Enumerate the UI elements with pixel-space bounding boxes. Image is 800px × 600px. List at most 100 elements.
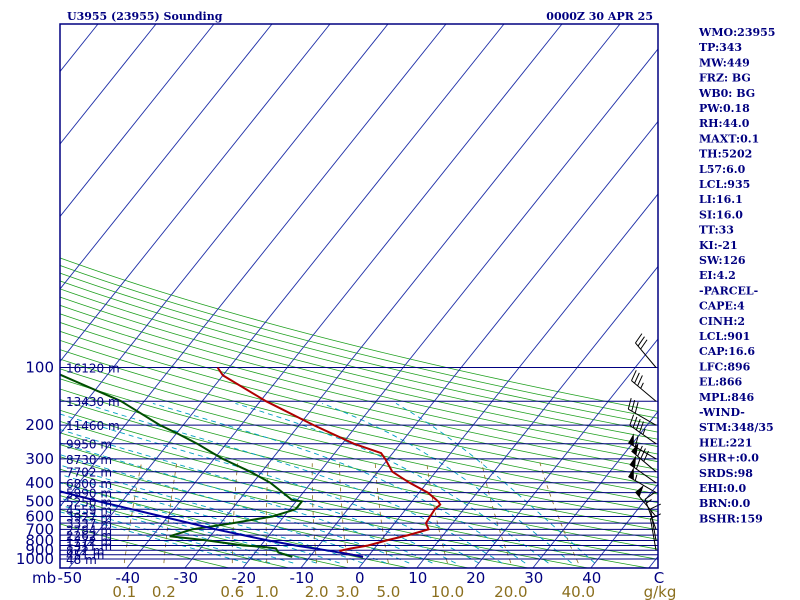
dry-adiabat <box>60 272 658 426</box>
index-entry: L57:6.0 <box>699 163 746 176</box>
mixing-ratio-line <box>231 461 239 564</box>
pressure-tick-label: 900 <box>25 541 54 559</box>
dewpoint-profile <box>60 373 304 558</box>
dry-adiabat <box>60 358 658 504</box>
index-entry: MW:449 <box>699 56 750 69</box>
dry-adiabat <box>60 313 658 463</box>
index-entry: FRZ: BG <box>699 72 751 85</box>
barb-pennant <box>628 433 634 447</box>
barb-flag <box>637 375 643 387</box>
barb-staff <box>631 380 657 402</box>
height-label: 9950 m <box>66 438 112 452</box>
isotherm <box>60 24 447 508</box>
index-entry: PW:0.18 <box>699 102 750 115</box>
isotherm <box>60 24 331 363</box>
mixing-ratio-lines <box>123 461 579 564</box>
barb-flag <box>631 370 637 381</box>
barb-flag <box>629 414 635 426</box>
barb-pennant <box>631 442 639 456</box>
mixing-ratio-line <box>123 461 143 564</box>
pressure-unit-label: mb <box>32 569 56 587</box>
barb-flag <box>634 372 640 384</box>
barb-flag <box>637 445 643 457</box>
dry-adiabat <box>60 409 658 550</box>
barb-flag <box>632 416 638 428</box>
wind-barb <box>631 442 657 473</box>
height-label: 451 m <box>66 549 104 563</box>
mixing-ratio-line <box>311 461 317 564</box>
dry-adiabat <box>60 304 658 455</box>
height-label: 16120 m <box>66 362 120 376</box>
barb-staff <box>649 508 657 541</box>
index-entry: CAPE:4 <box>699 300 745 313</box>
barb-flag <box>627 397 632 410</box>
isotherm <box>68 24 505 568</box>
pressure-tick-label: 1000 <box>16 550 54 568</box>
dry-adiabat <box>60 296 658 447</box>
wind-barb <box>631 370 657 402</box>
mixing-ratio-label: 0.2 <box>152 583 176 600</box>
barb-pennant <box>628 467 634 480</box>
index-entry: -PARCEL- <box>699 284 758 297</box>
height-label: 5990 m <box>66 487 112 501</box>
mixing-ratio-label: 40.0 <box>562 583 595 600</box>
height-label: 2262 m <box>66 529 112 543</box>
barb-pennant <box>629 455 637 469</box>
isotherm <box>300 120 658 568</box>
dry-adiabat <box>60 468 469 568</box>
background-grid <box>60 24 658 568</box>
barb-flag <box>643 450 649 462</box>
barb-flag <box>650 503 661 510</box>
barb-half-flag <box>634 474 638 481</box>
index-entry: KI:-21 <box>699 239 738 252</box>
parcel-profile <box>60 490 364 558</box>
temperature-tick-label: 10 <box>408 569 427 587</box>
index-entry: WB0: BG <box>698 87 755 100</box>
wind-barb <box>628 433 657 460</box>
height-label: 5250 m <box>66 495 112 509</box>
temperature-tick-label: 30 <box>524 569 543 587</box>
mixing-ratio-label: 20.0 <box>494 583 527 600</box>
dry-adiabat <box>60 432 648 568</box>
pressure-tick-label: 100 <box>25 359 54 377</box>
wind-barb <box>627 397 657 426</box>
mixing-ratio-label: 10.0 <box>431 583 464 600</box>
barb-flag <box>635 419 641 431</box>
dry-adiabat <box>60 420 658 560</box>
height-label: 1311 m <box>66 539 112 553</box>
index-entry: TP:343 <box>699 41 742 54</box>
temperature-tick-label: -20 <box>232 569 257 587</box>
index-entry: STM:348/35 <box>699 421 774 434</box>
mixing-ratio-line <box>426 461 448 564</box>
mixing-ratio-line <box>539 461 579 564</box>
barb-flag <box>637 336 645 347</box>
temperature-tick-label: -10 <box>290 569 315 587</box>
pressure-tick-label: 200 <box>25 416 54 434</box>
mixing-ratio-line <box>163 461 178 564</box>
index-entry: TT:33 <box>699 224 734 237</box>
data-series <box>60 366 442 558</box>
barb-half-flag <box>640 382 644 389</box>
wind-barb <box>635 333 657 368</box>
height-label: 1772 m <box>66 534 112 548</box>
temperature-unit-label: C <box>654 569 664 587</box>
isotherm <box>60 24 215 218</box>
barb-staff <box>629 464 657 484</box>
isotherm <box>416 265 658 568</box>
temperature-tick-label: -30 <box>174 569 199 587</box>
mixing-ratio-line <box>265 461 269 564</box>
dry-adiabat <box>60 349 658 495</box>
index-entry: TH:5202 <box>699 148 752 161</box>
dry-adiabat <box>60 280 658 433</box>
mixing-ratio-line <box>481 461 512 564</box>
isotherm <box>60 24 389 435</box>
plot-frame <box>59 23 659 569</box>
dry-adiabat <box>60 456 529 568</box>
height-label: 7702 m <box>66 466 112 480</box>
pressure-tick-label: 800 <box>25 531 54 549</box>
index-entry: SRDS:98 <box>699 467 753 480</box>
barb-staff <box>635 491 657 517</box>
temperature-tick-label: -40 <box>116 569 141 587</box>
wind-barbs <box>627 333 661 551</box>
